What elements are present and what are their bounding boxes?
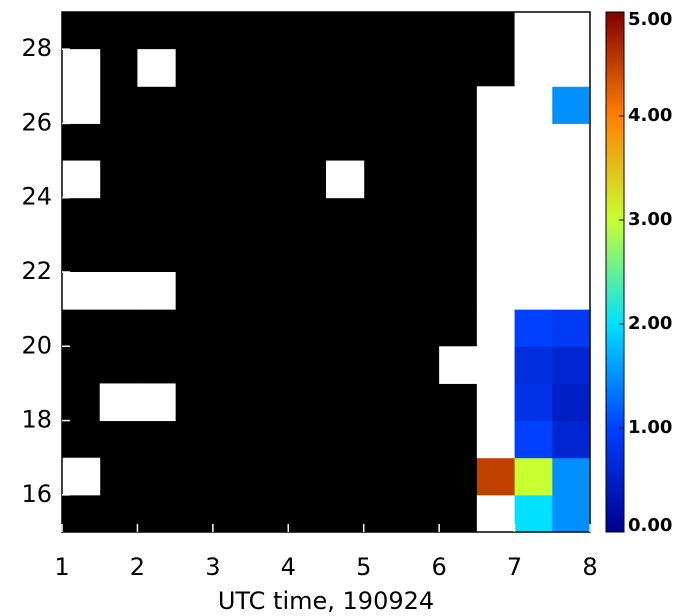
x-tick-label: 3	[205, 553, 220, 581]
heat-cell	[476, 383, 516, 422]
heat-cell	[514, 309, 553, 347]
heat-cell	[514, 494, 553, 533]
colorbar-tick-label: 0.00	[628, 515, 672, 536]
heat-cell	[514, 234, 553, 273]
heat-cell	[552, 123, 591, 162]
heat-cell	[514, 457, 553, 496]
heat-cell	[62, 160, 101, 199]
y-tick-label: 18	[21, 406, 52, 434]
heat-cell	[62, 86, 101, 124]
heat-cell	[439, 346, 478, 384]
heat-cell	[62, 49, 101, 87]
heat-cell	[62, 272, 101, 310]
heat-cell	[137, 49, 176, 87]
x-tick-label: 2	[130, 553, 145, 581]
heat-cell	[476, 309, 516, 347]
colorbar-tick-label: 4.00	[628, 105, 672, 126]
heat-cell	[552, 383, 591, 422]
x-axis-label: UTC time, 190924	[218, 587, 434, 615]
heat-cell	[476, 197, 516, 236]
heat-cell	[326, 160, 365, 199]
heat-cell	[137, 272, 176, 310]
heat-cell	[552, 272, 591, 310]
x-tick-label: 1	[54, 553, 69, 581]
y-tick-label: 24	[21, 183, 52, 211]
heat-cell	[62, 457, 101, 496]
heat-cell	[476, 234, 516, 273]
heat-cell	[514, 49, 553, 87]
y-tick-label: 22	[21, 257, 52, 285]
heat-cell	[476, 457, 516, 496]
colorbar-tick-label: 5.00	[628, 9, 672, 30]
heat-cell	[514, 12, 553, 50]
heat-cell	[552, 197, 591, 236]
heat-cell	[514, 86, 553, 124]
heat-cell	[552, 309, 591, 347]
x-tick-label: 8	[582, 553, 597, 581]
x-tick-label: 6	[432, 553, 447, 581]
heat-cell	[476, 420, 516, 459]
heat-cell	[476, 494, 516, 533]
heat-cell	[552, 457, 591, 496]
heat-cell	[476, 272, 516, 310]
heat-cell	[552, 12, 591, 50]
y-tick-label: 28	[21, 34, 52, 62]
heat-cell	[552, 494, 591, 533]
y-tick-label: 16	[21, 480, 52, 508]
colorbar	[605, 11, 625, 533]
heat-cell	[552, 86, 591, 124]
heat-cell	[514, 123, 553, 162]
heat-cell	[514, 160, 553, 199]
colorbar-tick-label: 2.00	[628, 313, 672, 334]
y-tick-label: 26	[21, 108, 52, 136]
heat-cell	[137, 383, 176, 422]
heat-cell	[552, 160, 591, 199]
heat-cell	[99, 383, 138, 422]
heat-cell	[476, 160, 516, 199]
heat-cell	[476, 86, 516, 124]
heat-cell	[552, 49, 591, 87]
heat-cell	[514, 197, 553, 236]
heat-cell	[476, 346, 516, 384]
heat-cell	[552, 420, 591, 459]
y-tick-label: 20	[21, 331, 52, 359]
x-tick-label: 7	[507, 553, 522, 581]
x-tick-label: 4	[281, 553, 296, 581]
heat-cell	[514, 346, 553, 384]
heat-cell	[514, 272, 553, 310]
x-tick-label: 5	[356, 553, 371, 581]
heat-cell	[552, 346, 591, 384]
heat-cell	[476, 123, 516, 162]
colorbar-tick-label: 1.00	[628, 417, 672, 438]
heat-cell	[514, 383, 553, 422]
colorbar-tick-label: 3.00	[628, 209, 672, 230]
heat-cell	[514, 420, 553, 459]
heat-cell	[552, 234, 591, 273]
heat-cell	[99, 272, 138, 310]
